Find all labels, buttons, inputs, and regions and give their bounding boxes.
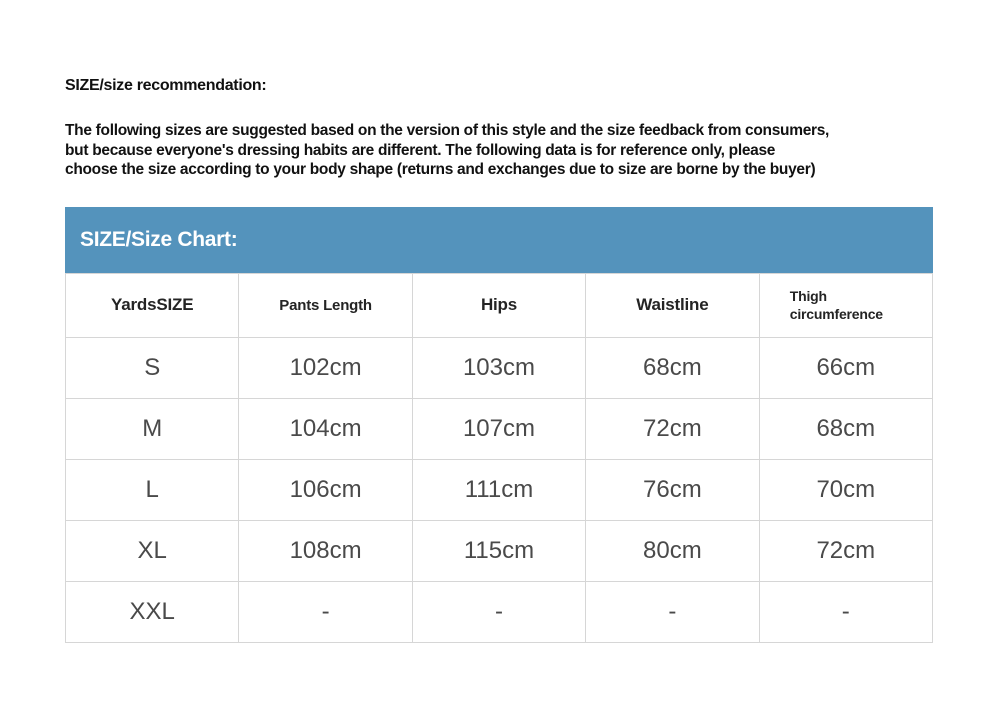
size-recommendation-text: The following sizes are suggested based … bbox=[65, 122, 830, 178]
column-header-label: Pants Length bbox=[279, 296, 372, 314]
column-header-hips: Hips bbox=[411, 272, 587, 338]
column-header-label: Thigh circumference bbox=[789, 288, 883, 322]
table-row-size-l: L 106cm 111cm 76cm 70cm bbox=[64, 458, 934, 521]
pants-length-cell: 104cm bbox=[238, 397, 413, 460]
thigh-circumference-cell: 66cm bbox=[758, 336, 934, 399]
thigh-circumference-cell: - bbox=[758, 580, 934, 643]
size-guide-page: SIZE/size recommendation: The following … bbox=[64, 76, 935, 643]
size-recommendation-heading: SIZE/size recommendation: bbox=[65, 77, 267, 94]
column-header-yards-size: YardsSIZE bbox=[64, 272, 240, 338]
table-row-size-xxl: XXL - - - - bbox=[64, 580, 934, 643]
table-row-size-m: M 104cm 107cm 72cm 68cm bbox=[64, 397, 934, 460]
table-header-row: YardsSIZE Pants Length Hips Waistline Th… bbox=[64, 272, 934, 338]
size-chart-table: YardsSIZE Pants Length Hips Waistline Th… bbox=[64, 272, 934, 643]
waistline-cell: 80cm bbox=[585, 519, 760, 582]
waistline-cell: 68cm bbox=[585, 336, 760, 399]
table-row-size-s: S 102cm 103cm 68cm 66cm bbox=[64, 336, 934, 399]
size-cell: L bbox=[64, 458, 240, 521]
waistline-cell: - bbox=[585, 580, 760, 643]
thigh-circumference-cell: 72cm bbox=[758, 519, 934, 582]
waistline-cell: 72cm bbox=[585, 397, 760, 460]
column-header-label: Waistline bbox=[636, 295, 709, 314]
waistline-cell: 76cm bbox=[585, 458, 760, 521]
table-row-size-xl: XL 108cm 115cm 80cm 72cm bbox=[64, 519, 934, 582]
column-header-label: YardsSIZE bbox=[111, 295, 194, 314]
hips-cell: 107cm bbox=[411, 397, 587, 460]
thigh-circumference-cell: 70cm bbox=[758, 458, 934, 521]
size-chart-title-bar: SIZE/Size Chart: bbox=[65, 206, 933, 273]
column-header-waistline: Waistline bbox=[585, 272, 760, 338]
hips-cell: 111cm bbox=[411, 458, 587, 521]
size-cell: XXL bbox=[64, 580, 240, 643]
size-cell: M bbox=[64, 397, 240, 460]
hips-cell: 103cm bbox=[411, 336, 587, 399]
column-header-thigh-circumference: Thigh circumference bbox=[758, 272, 934, 338]
pants-length-cell: - bbox=[238, 580, 413, 643]
thigh-circumference-cell: 68cm bbox=[758, 397, 934, 460]
size-cell: XL bbox=[64, 519, 240, 582]
column-header-label: Hips bbox=[480, 295, 517, 314]
column-header-pants-length: Pants Length bbox=[238, 272, 413, 338]
hips-cell: 115cm bbox=[411, 519, 587, 582]
size-chart-title: SIZE/Size Chart: bbox=[80, 227, 238, 251]
pants-length-cell: 108cm bbox=[238, 519, 413, 582]
hips-cell: - bbox=[411, 580, 587, 643]
size-cell: S bbox=[64, 336, 240, 399]
pants-length-cell: 102cm bbox=[238, 336, 413, 399]
pants-length-cell: 106cm bbox=[238, 458, 413, 521]
